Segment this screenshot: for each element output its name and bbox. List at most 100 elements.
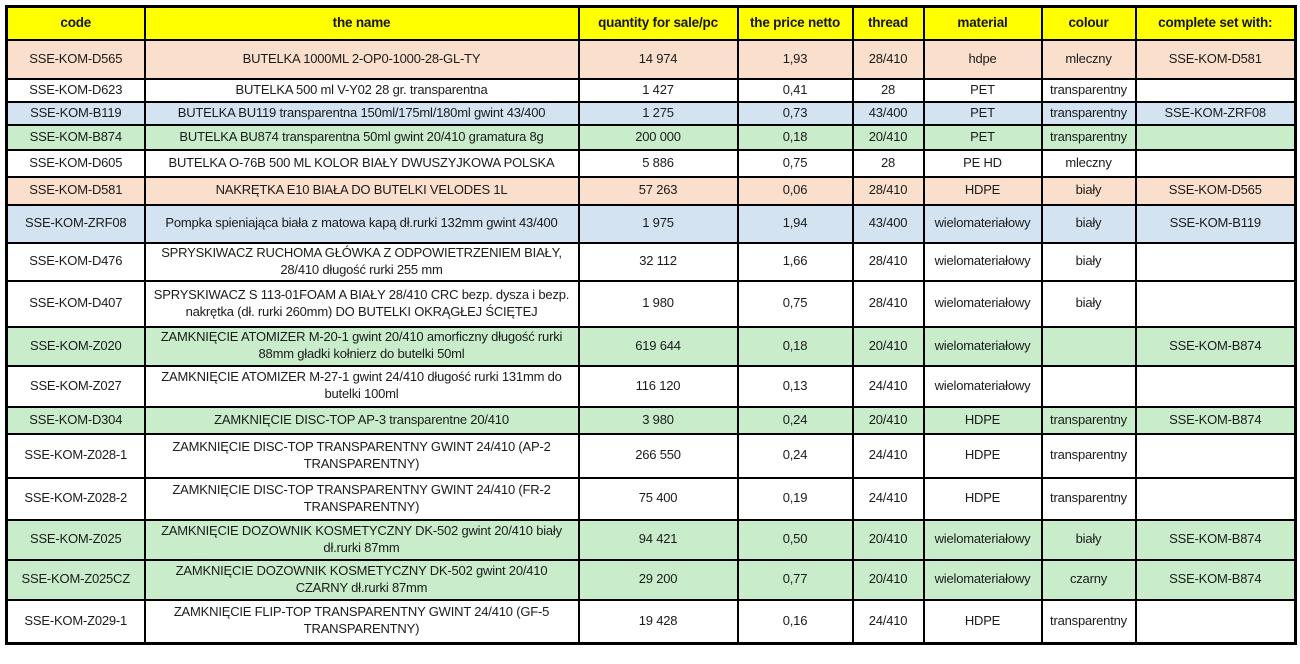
cell-code[interactable]: SSE-KOM-Z028-1 — [5, 432, 146, 479]
cell-name[interactable]: SPRYSKIWACZ RUCHOMA GŁÓWKA Z ODPOWIETRZE… — [143, 241, 580, 282]
cell-name[interactable]: BUTELKA BU119 transparentna 150ml/175ml/… — [143, 100, 580, 126]
cell-thread[interactable]: 28/410 — [851, 279, 925, 328]
cell-complete-set[interactable] — [1134, 432, 1297, 479]
cell-colour[interactable]: transparentny — [1040, 77, 1137, 103]
cell-quantity[interactable]: 19 428 — [577, 598, 739, 645]
cell-colour[interactable]: transparentny — [1040, 476, 1137, 521]
cell-price[interactable]: 0,77 — [736, 558, 854, 601]
cell-colour[interactable]: transparentny — [1040, 405, 1137, 435]
cell-name[interactable]: NAKRĘTKA E10 BIAŁA DO BUTELKI VELODES 1L — [143, 175, 580, 206]
cell-code[interactable]: SSE-KOM-B874 — [5, 123, 146, 151]
cell-price[interactable]: 0,75 — [736, 148, 854, 178]
cell-quantity[interactable]: 75 400 — [577, 476, 739, 521]
cell-complete-set[interactable]: SSE-KOM-ZRF08 — [1134, 100, 1297, 126]
cell-thread[interactable]: 24/410 — [851, 432, 925, 479]
cell-material[interactable]: wielomateriałowy — [922, 558, 1043, 601]
cell-material[interactable]: HDPE — [922, 476, 1043, 521]
cell-name[interactable]: ZAMKNIĘCIE ATOMIZER M-27-1 gwint 24/410 … — [143, 364, 580, 408]
column-header-complete-set[interactable]: complete set with: — [1134, 5, 1297, 41]
cell-colour[interactable] — [1040, 325, 1137, 367]
cell-thread[interactable]: 20/410 — [851, 405, 925, 435]
cell-thread[interactable]: 43/400 — [851, 100, 925, 126]
cell-name[interactable]: Pompka spieniająca biała z matowa kapą d… — [143, 203, 580, 244]
cell-quantity[interactable]: 3 980 — [577, 405, 739, 435]
cell-code[interactable]: SSE-KOM-D581 — [5, 175, 146, 206]
cell-price[interactable]: 0,75 — [736, 279, 854, 328]
cell-complete-set[interactable]: SSE-KOM-B874 — [1134, 518, 1297, 561]
cell-code[interactable]: SSE-KOM-D565 — [5, 38, 146, 80]
cell-price[interactable]: 0,41 — [736, 77, 854, 103]
cell-material[interactable]: wielomateriałowy — [922, 325, 1043, 367]
cell-material[interactable]: HDPE — [922, 175, 1043, 206]
cell-quantity[interactable]: 200 000 — [577, 123, 739, 151]
cell-code[interactable]: SSE-KOM-Z025 — [5, 518, 146, 561]
cell-thread[interactable]: 28/410 — [851, 38, 925, 80]
column-header-code[interactable]: code — [5, 5, 146, 41]
column-header-name[interactable]: the name — [143, 5, 580, 41]
cell-complete-set[interactable] — [1134, 148, 1297, 178]
cell-material[interactable]: HDPE — [922, 432, 1043, 479]
cell-thread[interactable]: 28/410 — [851, 175, 925, 206]
cell-complete-set[interactable]: SSE-KOM-B874 — [1134, 558, 1297, 601]
cell-complete-set[interactable] — [1134, 364, 1297, 408]
cell-material[interactable]: HDPE — [922, 598, 1043, 645]
cell-name[interactable]: ZAMKNIĘCIE FLIP-TOP TRANSPARENTNY GWINT … — [143, 598, 580, 645]
cell-quantity[interactable]: 266 550 — [577, 432, 739, 479]
cell-name[interactable]: ZAMKNIĘCIE DOZOWNIK KOSMETYCZNY DK-502 g… — [143, 518, 580, 561]
cell-price[interactable]: 0,19 — [736, 476, 854, 521]
cell-material[interactable]: HDPE — [922, 405, 1043, 435]
cell-name[interactable]: BUTELKA 1000ML 2-OP0-1000-28-GL-TY — [143, 38, 580, 80]
cell-code[interactable]: SSE-KOM-D304 — [5, 405, 146, 435]
cell-material[interactable]: wielomateriałowy — [922, 203, 1043, 244]
cell-complete-set[interactable] — [1134, 77, 1297, 103]
cell-quantity[interactable]: 5 886 — [577, 148, 739, 178]
cell-price[interactable]: 1,94 — [736, 203, 854, 244]
cell-complete-set[interactable]: SSE-KOM-D565 — [1134, 175, 1297, 206]
cell-price[interactable]: 0,24 — [736, 405, 854, 435]
cell-colour[interactable]: transparentny — [1040, 123, 1137, 151]
cell-code[interactable]: SSE-KOM-D476 — [5, 241, 146, 282]
cell-name[interactable]: BUTELKA 500 ml V-Y02 28 gr. transparentn… — [143, 77, 580, 103]
cell-colour[interactable]: transparentny — [1040, 598, 1137, 645]
cell-code[interactable]: SSE-KOM-Z020 — [5, 325, 146, 367]
cell-thread[interactable]: 20/410 — [851, 518, 925, 561]
cell-price[interactable]: 0,24 — [736, 432, 854, 479]
cell-name[interactable]: BUTELKA O-76B 500 ML KOLOR BIAŁY DWUSZYJ… — [143, 148, 580, 178]
cell-quantity[interactable]: 1 275 — [577, 100, 739, 126]
cell-quantity[interactable]: 14 974 — [577, 38, 739, 80]
cell-thread[interactable]: 43/400 — [851, 203, 925, 244]
cell-complete-set[interactable] — [1134, 598, 1297, 645]
cell-price[interactable]: 1,66 — [736, 241, 854, 282]
cell-code[interactable]: SSE-KOM-Z025CZ — [5, 558, 146, 601]
cell-thread[interactable]: 24/410 — [851, 476, 925, 521]
cell-colour[interactable]: biały — [1040, 241, 1137, 282]
cell-material[interactable]: PET — [922, 123, 1043, 151]
cell-colour[interactable]: biały — [1040, 203, 1137, 244]
cell-name[interactable]: ZAMKNIĘCIE DISC-TOP AP-3 transparentne 2… — [143, 405, 580, 435]
cell-code[interactable]: SSE-KOM-D623 — [5, 77, 146, 103]
cell-thread[interactable]: 20/410 — [851, 123, 925, 151]
cell-material[interactable]: PET — [922, 100, 1043, 126]
cell-colour[interactable]: mleczny — [1040, 148, 1137, 178]
column-header-colour[interactable]: colour — [1040, 5, 1137, 41]
cell-code[interactable]: SSE-KOM-ZRF08 — [5, 203, 146, 244]
cell-colour[interactable]: mleczny — [1040, 38, 1137, 80]
cell-price[interactable]: 0,16 — [736, 598, 854, 645]
column-header-thread[interactable]: thread — [851, 5, 925, 41]
cell-thread[interactable]: 20/410 — [851, 558, 925, 601]
cell-material[interactable]: PET — [922, 77, 1043, 103]
cell-complete-set[interactable]: SSE-KOM-B874 — [1134, 405, 1297, 435]
cell-thread[interactable]: 28/410 — [851, 241, 925, 282]
cell-material[interactable]: hdpe — [922, 38, 1043, 80]
cell-name[interactable]: SPRYSKIWACZ S 113-01FOAM A BIAŁY 28/410 … — [143, 279, 580, 328]
cell-name[interactable]: BUTELKA BU874 transparentna 50ml gwint 2… — [143, 123, 580, 151]
cell-complete-set[interactable]: SSE-KOM-B119 — [1134, 203, 1297, 244]
cell-colour[interactable]: transparentny — [1040, 432, 1137, 479]
cell-thread[interactable]: 24/410 — [851, 364, 925, 408]
cell-thread[interactable]: 24/410 — [851, 598, 925, 645]
cell-code[interactable]: SSE-KOM-B119 — [5, 100, 146, 126]
cell-material[interactable]: wielomateriałowy — [922, 279, 1043, 328]
cell-price[interactable]: 0,73 — [736, 100, 854, 126]
cell-price[interactable]: 0,50 — [736, 518, 854, 561]
cell-code[interactable]: SSE-KOM-Z029-1 — [5, 598, 146, 645]
